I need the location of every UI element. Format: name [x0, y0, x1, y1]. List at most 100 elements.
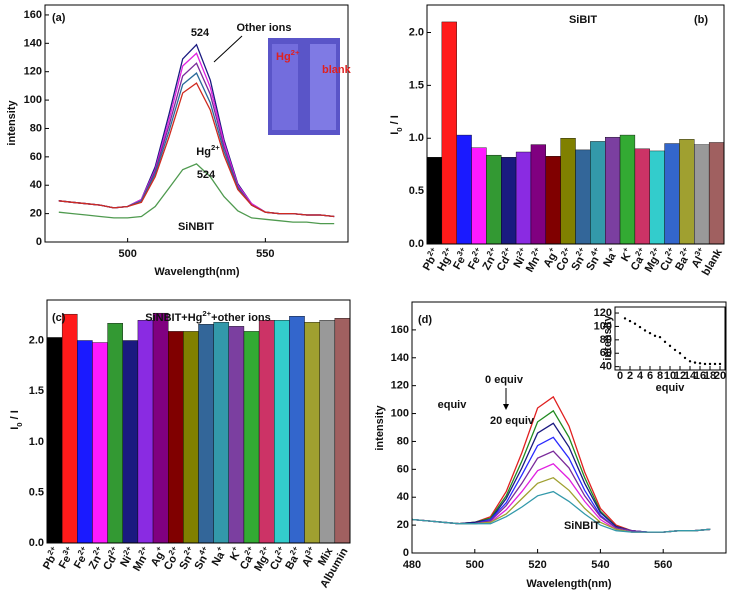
spectrum-line [58, 163, 335, 225]
bar [575, 149, 591, 245]
point [713, 362, 717, 366]
y-tick-label: 0.5 [409, 185, 424, 197]
point [698, 362, 702, 365]
panel-label: (d) [418, 314, 432, 326]
x-tick-label: 480 [403, 559, 421, 571]
x-tick-label: 540 [591, 559, 609, 571]
bar [228, 326, 245, 544]
x-tick-label: 6 [647, 370, 653, 382]
y-tick-label: 0.0 [409, 238, 424, 250]
y-tick-label: 140 [24, 37, 42, 49]
y-tick-label: 0.0 [29, 537, 44, 549]
y-tick-label: 0.5 [29, 486, 44, 498]
bar [137, 320, 154, 544]
spectrum-line [411, 490, 711, 533]
axes-frame [426, 4, 725, 245]
bar [304, 322, 320, 544]
y-axis-label: intensity [602, 315, 614, 361]
y-tick-label: 80 [600, 334, 612, 346]
point [688, 360, 692, 363]
annotation: equiv [438, 399, 468, 411]
bar [456, 134, 472, 245]
bar [426, 157, 443, 245]
y-tick-label: 120 [24, 66, 42, 78]
annotation: 20 equiv [490, 415, 535, 427]
y-tick-label: 60 [397, 463, 409, 475]
x-tick-label: 2 [627, 370, 633, 382]
bar [441, 21, 457, 245]
chart-title: SiNBIT+Hg2++other ions [145, 309, 271, 324]
y-axis-label: I0 / I [389, 115, 404, 135]
bar [152, 312, 169, 544]
annotation: SiNBIT [564, 520, 600, 532]
x-tick-label: 18 [704, 370, 716, 382]
y-tick-label: 1.0 [29, 436, 44, 448]
point [663, 340, 667, 344]
panel-label: (c) [52, 312, 66, 324]
x-tick-label: 500 [466, 559, 484, 571]
x-tick-label: 20 [714, 370, 726, 382]
point [668, 344, 672, 348]
bar [122, 340, 139, 544]
inset-label: Hg2+ [276, 48, 300, 63]
bar [46, 337, 63, 544]
spectrum-line [58, 82, 335, 218]
spectrum-line [411, 422, 711, 533]
annotation: 524 [197, 169, 216, 181]
bar [708, 142, 725, 245]
x-tick-label: Cd2+ [98, 544, 123, 572]
bar [694, 144, 710, 245]
panel-label: (b) [694, 14, 708, 26]
y-tick-label: 160 [391, 324, 409, 336]
spectrum-line [411, 395, 711, 533]
inset-label: blank [322, 64, 352, 76]
bar [590, 141, 606, 245]
inset-tube [310, 44, 336, 130]
point [653, 334, 657, 338]
x-axis-label: Wavelength(nm) [526, 578, 611, 590]
x-tick-label: 500 [118, 248, 136, 260]
x-tick-label: Sn4+ [189, 544, 214, 572]
y-tick-label: 1.0 [409, 132, 424, 144]
x-tick-label: 12 [674, 370, 686, 382]
x-tick-label: 14 [684, 370, 697, 382]
bar [92, 342, 108, 544]
annotation: 524 [191, 27, 210, 39]
point [703, 362, 707, 366]
x-tick-label: 550 [256, 248, 274, 260]
y-tick-label: 160 [24, 9, 42, 21]
inset-tube [272, 44, 298, 130]
point [718, 362, 722, 366]
bar [319, 320, 336, 544]
bar [258, 320, 275, 544]
bar [213, 322, 229, 544]
bar [560, 138, 576, 245]
bar [486, 154, 502, 245]
y-tick-label: 1.5 [29, 385, 44, 397]
y-tick-label: 0 [36, 236, 42, 248]
y-tick-label: 100 [391, 407, 409, 419]
spectrum-line [411, 450, 711, 533]
x-tick-label: 8 [657, 370, 663, 382]
y-tick-label: 60 [600, 347, 612, 359]
inset-background [615, 307, 725, 370]
y-tick-label: 100 [24, 94, 42, 106]
axes-frame [46, 299, 351, 544]
x-tick-label: Al3+ [297, 544, 320, 569]
point [678, 352, 682, 355]
axes-frame [44, 4, 349, 243]
chart-title: SiBIT [569, 14, 597, 26]
axes-frame [614, 306, 726, 371]
bar [334, 318, 351, 544]
bar [274, 320, 290, 544]
y-tick-label: 40 [600, 361, 612, 373]
y-tick-label: 20 [30, 208, 42, 220]
x-tick-label: 560 [654, 559, 672, 571]
y-tick-label: 2.0 [409, 26, 424, 38]
point [638, 325, 642, 329]
bar [649, 150, 665, 245]
y-tick-label: 140 [391, 352, 409, 364]
y-tick-label: 120 [391, 380, 409, 392]
bar [545, 156, 561, 245]
arrow-head [503, 404, 509, 410]
